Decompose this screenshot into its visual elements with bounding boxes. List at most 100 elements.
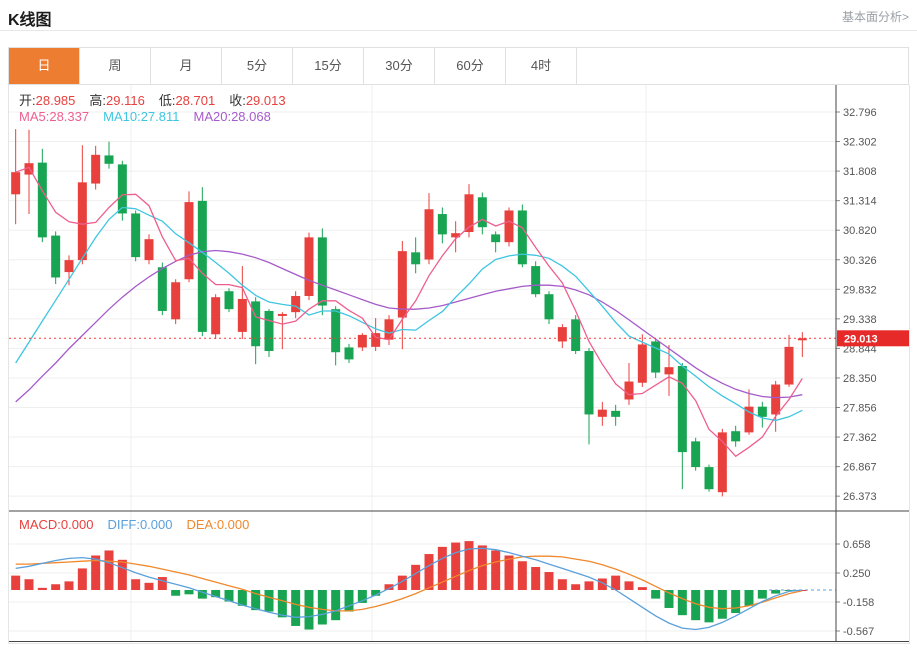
macd-bar xyxy=(371,590,381,596)
candle-body xyxy=(611,410,621,417)
candle-body xyxy=(771,384,781,415)
tab-月[interactable]: 月 xyxy=(151,48,222,84)
price-tick-label: 32.302 xyxy=(843,137,877,149)
candle-body xyxy=(397,251,407,318)
candle-body xyxy=(504,210,514,243)
macd-bar xyxy=(677,590,687,616)
candle-body xyxy=(11,172,21,195)
candle-body xyxy=(184,202,194,280)
candle-body xyxy=(651,341,661,373)
candle-body xyxy=(24,163,34,175)
candle-body xyxy=(531,266,541,295)
macd-bar xyxy=(77,568,87,590)
macd-bar xyxy=(611,575,621,590)
macd-bar xyxy=(277,590,287,618)
macd-bar xyxy=(264,590,274,612)
candle-body xyxy=(317,237,327,306)
macd-bar xyxy=(331,590,341,621)
macd-bar xyxy=(251,590,261,611)
candle-body xyxy=(51,235,61,278)
price-tick-label: 30.820 xyxy=(843,225,877,237)
candle-body xyxy=(704,467,714,490)
macd-bar xyxy=(757,590,767,599)
interval-tabbar: 日周月 5分 15分 30分 60分 4时 xyxy=(8,47,909,85)
macd-bar xyxy=(704,590,714,623)
macd-bar xyxy=(224,590,234,602)
macd-bar xyxy=(624,581,634,590)
macd-bar xyxy=(51,584,61,590)
page-header: K线图 基本面分析> xyxy=(0,0,917,31)
macd-bar xyxy=(584,581,594,590)
price-tick-label: 29.832 xyxy=(843,284,877,296)
candle-body xyxy=(197,200,207,332)
macd-bar xyxy=(664,590,674,608)
price-tick-label: 27.362 xyxy=(843,432,877,444)
macd-bar xyxy=(731,590,741,614)
tab-5分[interactable]: 5分 xyxy=(222,48,293,84)
candle-body xyxy=(384,319,394,340)
candle-body xyxy=(691,441,701,468)
macd-bar xyxy=(571,584,581,590)
macd-bar xyxy=(651,590,661,599)
macd-bar xyxy=(357,590,367,603)
price-tick-label: 27.856 xyxy=(843,403,877,415)
candle-body xyxy=(171,282,181,320)
tabbar-filler xyxy=(577,48,908,84)
ma5-line xyxy=(15,166,803,458)
candle-body xyxy=(597,409,607,417)
candle-body xyxy=(797,338,807,341)
candle-body xyxy=(637,344,647,383)
price-tick-label: 28.350 xyxy=(843,373,877,385)
kline-chart[interactable]: 32.796 32.302 31.808 31.314 30.820 30.326 29.8… xyxy=(9,85,909,643)
candle-body xyxy=(371,333,381,347)
macd-bar xyxy=(717,590,727,619)
macd-bar xyxy=(744,590,754,606)
macd-bar xyxy=(491,550,501,590)
candle-body xyxy=(331,309,341,353)
candle-body xyxy=(784,346,794,385)
macd-bar xyxy=(291,590,301,626)
candle-body xyxy=(624,381,634,400)
candle-body xyxy=(64,260,74,273)
price-tick-label: 30.326 xyxy=(843,255,877,267)
ma10-line xyxy=(15,206,803,422)
candle-body xyxy=(144,239,154,261)
macd-bar xyxy=(464,541,474,590)
candle-body xyxy=(357,334,367,348)
macd-bar xyxy=(24,579,34,590)
tab-15分[interactable]: 15分 xyxy=(293,48,364,84)
price-tick-label: 29.338 xyxy=(843,314,877,326)
candle-body xyxy=(557,327,567,342)
candle-body xyxy=(304,237,314,296)
macd-bar xyxy=(437,546,447,590)
tab-60分[interactable]: 60分 xyxy=(435,48,506,84)
candle-body xyxy=(117,164,127,214)
macd-bar xyxy=(37,587,47,590)
tab-日[interactable]: 日 xyxy=(9,48,80,84)
macd-bar xyxy=(411,564,421,590)
macd-bar xyxy=(517,561,527,590)
tab-周[interactable]: 周 xyxy=(80,48,151,84)
price-tick-label: 26.373 xyxy=(843,491,877,503)
price-tick-label: 26.867 xyxy=(843,462,877,474)
tab-30分[interactable]: 30分 xyxy=(364,48,435,84)
candle-body xyxy=(77,182,87,261)
macd-bar xyxy=(771,590,781,594)
candle-body xyxy=(584,351,594,415)
fundamental-analysis-link[interactable]: 基本面分析> xyxy=(841,10,909,24)
candle-body xyxy=(757,406,767,417)
candle-body xyxy=(224,291,234,310)
macd-bar xyxy=(637,587,647,590)
macd-bar xyxy=(384,584,394,590)
macd-bar xyxy=(197,590,207,599)
macd-bar xyxy=(691,590,701,621)
current-price-badge xyxy=(837,330,909,347)
macd-bar xyxy=(171,590,181,596)
macd-bar xyxy=(11,575,21,590)
tab-4时[interactable]: 4时 xyxy=(506,48,577,84)
macd-bar xyxy=(531,566,541,590)
macd-bar xyxy=(504,555,514,590)
candle-body xyxy=(491,234,501,243)
candle-body xyxy=(277,313,287,316)
